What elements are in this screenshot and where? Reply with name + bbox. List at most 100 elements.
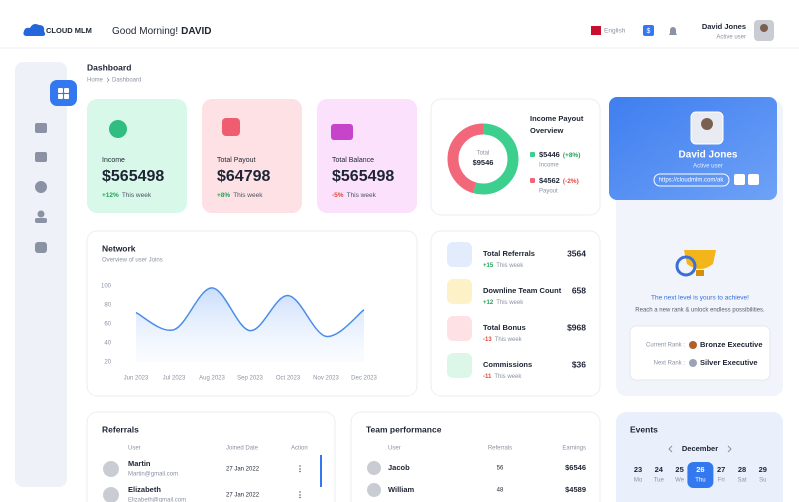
stat-change-part: -5% [332, 192, 344, 199]
legend-value-part: (-2%) [563, 178, 579, 185]
donut-payout [447, 123, 519, 195]
summary-icon [447, 353, 472, 378]
summary-icon [447, 279, 472, 304]
x-tick-label: Nov 2023 [313, 376, 339, 382]
overview-title: Overview [530, 126, 564, 135]
y-tick-label: 100 [101, 284, 112, 290]
summary-change: +15 This week [483, 263, 524, 269]
nav-dashboard[interactable] [50, 80, 77, 106]
legend-label: Payout [539, 189, 558, 195]
earnings: $4589 [565, 485, 586, 494]
summary-icon [447, 242, 472, 267]
nav-icons[interactable] [35, 123, 47, 253]
summary-value: 658 [572, 285, 586, 295]
summary-change-part: This week [496, 300, 524, 306]
y-tick-label: 80 [104, 303, 111, 309]
rank-box [629, 325, 771, 381]
legend-value: $5446 (+8%) [539, 150, 580, 159]
silver-icon [689, 359, 697, 367]
column-header: User [388, 446, 401, 452]
legend-value-part: (+8%) [563, 152, 581, 159]
user-avatar [103, 487, 119, 502]
breadcrumb-separator [106, 77, 110, 83]
currency-badge[interactable] [643, 25, 654, 36]
day-date[interactable]: 28 [738, 465, 746, 474]
y-tick-label: 20 [104, 360, 111, 366]
x-tick-label: Sep 2023 [237, 376, 263, 382]
day-date[interactable]: 27 [717, 465, 725, 474]
trophy-icon [684, 250, 716, 269]
network-line [135, 287, 365, 338]
language-select[interactable]: English [604, 28, 626, 35]
user-name: William [388, 485, 415, 494]
day-name: Mo [634, 478, 643, 484]
summary-change-part: This week [495, 337, 523, 343]
legend-label: Income [539, 163, 559, 169]
user-avatar [367, 483, 381, 497]
column-header: Referrals [488, 446, 512, 452]
prev-month[interactable] [668, 445, 673, 453]
summary-change-part: +12 [483, 300, 494, 306]
table-title: Referrals [102, 424, 139, 434]
stat-change-part: This week [347, 192, 377, 199]
balance-icon [331, 124, 353, 140]
summary-label: Commissions [483, 360, 532, 369]
copy-button[interactable] [734, 174, 745, 185]
stat-change-part: This week [233, 192, 263, 199]
stat-change: -5% This week [332, 192, 377, 199]
day-date[interactable]: 23 [634, 465, 642, 474]
user-email: Elizabeth@gmail.com [128, 498, 186, 502]
action-menu[interactable]: ⋮ [296, 490, 304, 499]
summary-label: Total Bonus [483, 323, 526, 332]
day-name: Thu [695, 478, 705, 484]
column-header: Joined Date [226, 446, 259, 452]
summary-card [430, 230, 601, 397]
summary-value: $36 [572, 359, 586, 369]
x-tick-label: Aug 2023 [199, 376, 225, 382]
overview-title: Income Payout [530, 114, 584, 123]
summary-change-part: This week [496, 263, 524, 269]
summary-change: -13 This week [483, 337, 523, 343]
team-card [350, 411, 601, 502]
flag-icon [591, 26, 601, 35]
brand: CLOUD MLM [46, 26, 92, 35]
page-title: Dashboard [87, 62, 131, 72]
rank-headline: The next level is yours to achieve! [651, 295, 749, 302]
network-area [136, 287, 364, 362]
stat-change: +8% This week [217, 192, 263, 199]
summary-change-part: This week [494, 374, 522, 380]
summary-change-part: -11 [483, 374, 492, 380]
events-card [616, 412, 783, 502]
target-icon [675, 255, 697, 277]
chart-subtitle: Overview of user Joins [102, 258, 163, 264]
user-name: Jacob [388, 463, 410, 472]
user-role: Active user [716, 35, 746, 41]
next-month[interactable] [727, 445, 732, 453]
rank-value: Bronze Executive [700, 340, 763, 349]
profile-link-pill[interactable] [653, 173, 730, 187]
donut-total: $9546 [473, 158, 494, 167]
day-date[interactable]: 25 [675, 465, 683, 474]
summary-change-part: -13 [483, 337, 492, 343]
rank-label: Current Rank : [646, 343, 685, 349]
logo-icon [23, 24, 46, 36]
day-date[interactable]: 24 [655, 465, 664, 474]
selected-day [687, 462, 714, 488]
bell-icon[interactable] [669, 27, 677, 35]
breadcrumb: Home [87, 78, 104, 84]
x-tick-label: Jun 2023 [124, 376, 149, 382]
referral-count: 56 [497, 466, 504, 472]
day-name: Tue [654, 478, 665, 484]
share-button[interactable] [748, 174, 759, 185]
day-date[interactable]: 26 [696, 465, 704, 474]
summary-label: Total Referrals [483, 249, 535, 258]
action-menu[interactable]: ⋮ [296, 464, 304, 473]
summary-icon [447, 316, 472, 341]
rank-value: Silver Executive [700, 358, 758, 367]
day-date[interactable]: 29 [759, 465, 767, 474]
summary-change: +12 This week [483, 300, 524, 306]
x-tick-label: Oct 2023 [276, 376, 301, 382]
y-tick-label: 60 [104, 322, 111, 328]
y-tick-label: 40 [104, 341, 111, 347]
